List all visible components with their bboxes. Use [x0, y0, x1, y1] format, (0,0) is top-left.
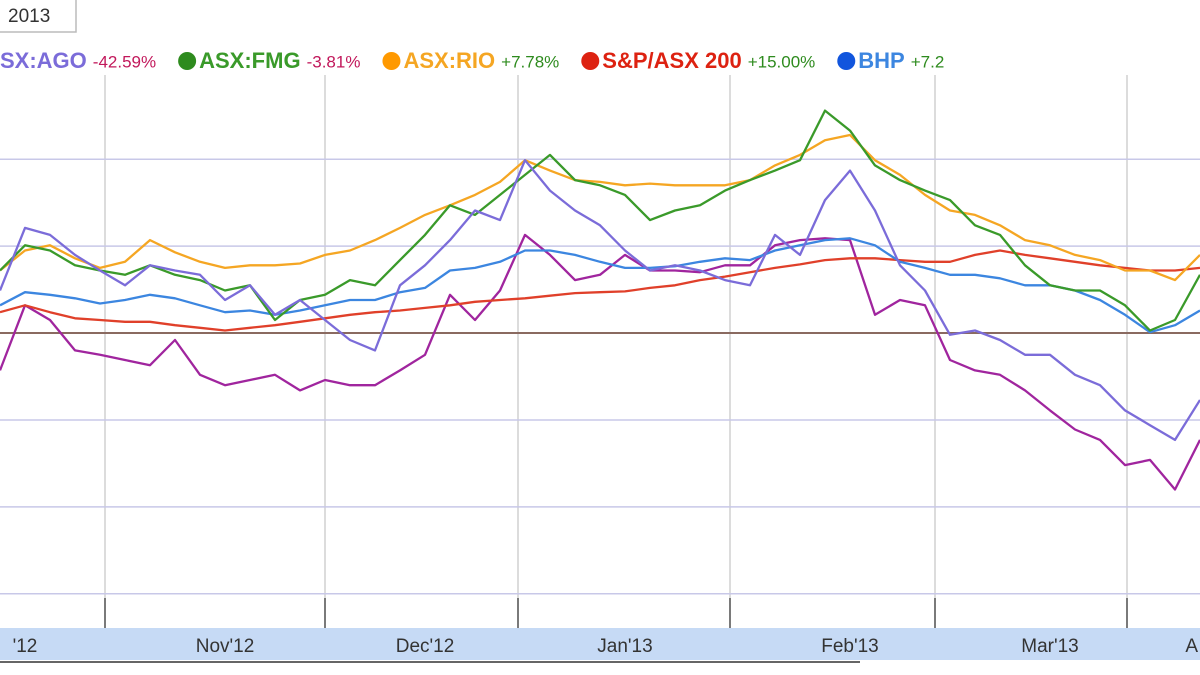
x-tick-label: A	[1185, 636, 1198, 657]
range-label: 2013	[8, 6, 50, 27]
series-line	[0, 109, 1200, 332]
legend-name: BHP	[858, 48, 904, 73]
legend-dot	[178, 52, 197, 70]
legend-change: -3.81%	[307, 52, 361, 71]
x-tick-label: Dec'12	[396, 636, 455, 657]
series-line	[0, 159, 1200, 442]
legend-name: S&P/ASX 200	[602, 48, 741, 73]
series-line	[0, 233, 1200, 491]
series-line	[0, 249, 1200, 332]
legend-dot	[382, 52, 401, 70]
legend-name: ASX:FMG	[199, 48, 300, 73]
axis-ticks	[104, 598, 1128, 628]
x-tick-label: Nov'12	[196, 636, 255, 657]
legend-change: +7.78%	[501, 52, 559, 71]
x-tick-label: Jan'13	[597, 636, 652, 657]
x-tick-label: Mar'13	[1021, 636, 1078, 657]
x-tick-label: '12	[13, 636, 38, 657]
legend-dot	[837, 52, 856, 70]
legend: SX:AGO -42.59% ASX:FMG -3.81% ASX:RIO +7.78% S…	[0, 48, 944, 73]
legend-change: -42.59%	[93, 52, 156, 71]
legend-name: SX:AGO	[0, 48, 87, 73]
legend-name: ASX:RIO	[403, 48, 495, 73]
series-line	[0, 237, 1200, 334]
x-tick-label: Feb'13	[821, 636, 879, 657]
x-axis-labels: '12 Nov'12 Dec'12 Jan'13 Feb'13 Mar'13 A	[13, 636, 1199, 657]
legend-change: +7.2	[911, 52, 945, 71]
legend-dot	[581, 52, 600, 70]
range-box[interactable]	[0, 0, 77, 33]
legend-change: +15.00%	[748, 52, 816, 71]
x-axis-band	[0, 628, 1200, 660]
series-line	[0, 133, 1200, 282]
grid	[0, 158, 1200, 595]
plot-lines	[0, 109, 1200, 491]
